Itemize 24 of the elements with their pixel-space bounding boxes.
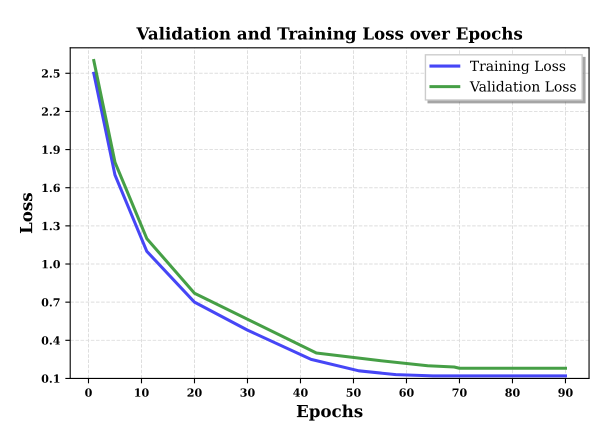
y-tick-label: 1.3 xyxy=(42,222,60,230)
x-tick-label: 50 xyxy=(346,388,361,397)
y-tick-label: 1.9 xyxy=(42,146,60,154)
x-tick-label: 90 xyxy=(558,388,573,397)
y-axis-title: Loss xyxy=(20,193,32,234)
y-tick-label: 2.5 xyxy=(42,69,60,78)
x-axis-title: Epochs xyxy=(296,404,363,421)
x-tick-label: 0 xyxy=(85,388,92,397)
x-tick-label: 10 xyxy=(135,388,149,397)
chart-title: Validation and Training Loss over Epochs xyxy=(136,26,522,44)
y-tick-label: 0.1 xyxy=(42,374,60,383)
legend-label: Training Loss xyxy=(470,60,566,74)
y-tick-label: 1.0 xyxy=(42,260,60,268)
legend-label: Validation Loss xyxy=(470,80,576,92)
x-tick-label: 20 xyxy=(188,388,202,397)
y-tick-label: 1.6 xyxy=(42,184,60,192)
y-tick-label: 0.4 xyxy=(42,336,60,345)
y-tick-label: 2.2 xyxy=(42,107,60,116)
x-tick-label: 30 xyxy=(240,388,255,397)
x-tick-label: 60 xyxy=(399,388,414,397)
y-tick-label: 0.7 xyxy=(42,298,60,307)
x-tick-label: 80 xyxy=(505,388,520,397)
x-tick-label: 40 xyxy=(293,388,308,397)
x-tick-label: 70 xyxy=(452,388,467,397)
